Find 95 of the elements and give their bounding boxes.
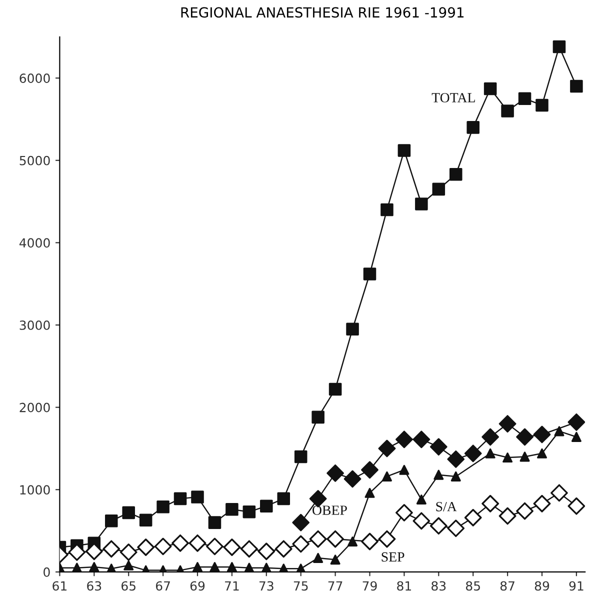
series-label: S/A bbox=[436, 502, 457, 512]
point bbox=[536, 448, 547, 458]
point bbox=[378, 440, 396, 458]
y-tick-label: 3000 bbox=[20, 320, 50, 330]
point bbox=[412, 430, 430, 448]
point bbox=[520, 452, 530, 462]
point bbox=[464, 444, 482, 462]
x-tick-label: 75 bbox=[294, 581, 308, 591]
point bbox=[533, 426, 551, 444]
x-tick-label: 89 bbox=[534, 581, 550, 591]
x-tick-label: 71 bbox=[225, 581, 239, 590]
point bbox=[294, 450, 308, 464]
point bbox=[156, 500, 170, 514]
point bbox=[501, 104, 514, 118]
point bbox=[536, 98, 548, 112]
point bbox=[309, 490, 327, 508]
point bbox=[361, 461, 378, 479]
x-tick-label: 91 bbox=[569, 581, 584, 591]
point bbox=[447, 450, 465, 468]
point bbox=[139, 514, 152, 526]
point bbox=[104, 514, 118, 528]
point bbox=[552, 40, 566, 54]
point bbox=[261, 562, 272, 572]
series-label: TOTAL bbox=[432, 93, 475, 102]
point bbox=[450, 471, 461, 482]
point bbox=[430, 438, 448, 456]
point bbox=[415, 198, 428, 210]
point bbox=[344, 470, 362, 488]
point bbox=[346, 322, 359, 336]
point bbox=[364, 488, 375, 498]
point bbox=[330, 554, 340, 565]
point bbox=[363, 268, 376, 280]
point bbox=[277, 492, 290, 506]
point bbox=[568, 413, 586, 431]
point bbox=[484, 82, 497, 96]
point bbox=[382, 471, 392, 482]
point bbox=[502, 452, 513, 463]
point bbox=[313, 552, 324, 563]
point bbox=[482, 428, 500, 446]
point bbox=[260, 500, 273, 512]
point bbox=[124, 560, 134, 570]
point bbox=[416, 494, 426, 505]
point bbox=[72, 562, 82, 572]
point bbox=[399, 464, 410, 475]
point bbox=[208, 516, 222, 529]
point bbox=[312, 410, 324, 424]
point bbox=[449, 168, 462, 181]
point bbox=[498, 415, 516, 432]
point bbox=[432, 182, 446, 196]
point bbox=[244, 562, 254, 572]
point bbox=[242, 505, 256, 518]
x-tick-label: 77 bbox=[328, 581, 342, 590]
series-label: OBEP bbox=[312, 506, 347, 515]
y-tick-label: 4000 bbox=[19, 238, 50, 248]
point bbox=[348, 536, 358, 546]
point bbox=[191, 490, 204, 504]
point bbox=[434, 470, 444, 480]
point bbox=[485, 448, 496, 458]
point bbox=[226, 503, 238, 516]
point bbox=[174, 492, 187, 506]
point bbox=[396, 430, 413, 448]
x-tick-label: 65 bbox=[122, 581, 136, 591]
point bbox=[122, 506, 135, 520]
point bbox=[89, 562, 100, 572]
x-tick-label: 67 bbox=[156, 581, 170, 591]
y-tick-label: 5000 bbox=[20, 156, 50, 166]
x-tick-label: 79 bbox=[362, 581, 377, 591]
point bbox=[518, 92, 532, 106]
x-tick-label: 61 bbox=[52, 581, 66, 591]
point bbox=[326, 464, 344, 482]
y-tick-label: 0 bbox=[44, 567, 50, 577]
point bbox=[466, 121, 480, 134]
x-tick-label: 87 bbox=[500, 581, 514, 591]
point bbox=[570, 80, 583, 93]
x-tick-label: 69 bbox=[190, 581, 205, 591]
x-tick-label: 83 bbox=[432, 581, 446, 591]
x-tick-label: 63 bbox=[87, 581, 102, 591]
point bbox=[398, 144, 411, 157]
point bbox=[516, 428, 534, 446]
point bbox=[380, 203, 394, 216]
point bbox=[328, 382, 342, 396]
y-tick-label: 1000 bbox=[20, 485, 50, 495]
x-tick-label: 81 bbox=[397, 581, 411, 591]
x-tick-label: 73 bbox=[259, 581, 274, 591]
chart-title: REGIONAL ANAESTHESIA RIE 1961 -1991 bbox=[181, 7, 464, 18]
x-tick-label: 85 bbox=[466, 581, 480, 591]
point bbox=[226, 562, 237, 572]
y-tick-label: 6000 bbox=[20, 74, 50, 83]
point bbox=[292, 514, 310, 532]
point bbox=[571, 432, 582, 442]
y-tick-label: 2000 bbox=[20, 402, 50, 412]
series-label: SEP bbox=[382, 552, 404, 562]
point bbox=[210, 562, 220, 572]
point bbox=[192, 562, 202, 572]
point bbox=[554, 426, 564, 436]
